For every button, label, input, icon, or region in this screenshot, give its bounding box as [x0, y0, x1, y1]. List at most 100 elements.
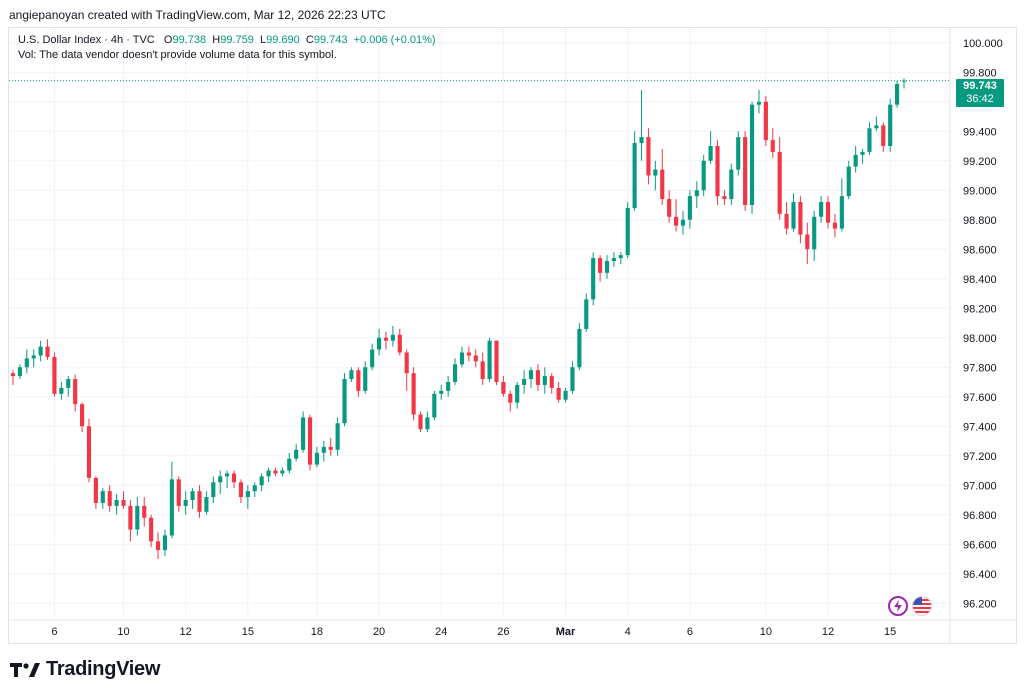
- candle-down: [107, 491, 112, 506]
- candle-up: [294, 449, 299, 459]
- y-axis: 100.00099.80099.60099.40099.20099.00098.…: [963, 38, 1003, 611]
- candle-up: [853, 154, 858, 167]
- last-price-badge: 99.743 36:42: [956, 79, 1004, 107]
- candle-up: [819, 202, 824, 217]
- candle-down: [473, 355, 478, 362]
- candle-down: [501, 382, 506, 394]
- open-value: 99.738: [172, 34, 207, 46]
- x-tick-label: 12: [180, 626, 192, 638]
- candle-up: [639, 137, 644, 144]
- candle-up: [756, 101, 762, 105]
- candle-up: [245, 491, 250, 498]
- y-tick-label: 99.200: [963, 156, 997, 168]
- candle-up: [321, 446, 326, 453]
- y-tick-label: 97.200: [963, 451, 997, 463]
- candle-down: [79, 404, 85, 427]
- y-tick-label: 97.400: [963, 421, 997, 433]
- candle-up: [342, 379, 347, 424]
- candle-up: [515, 384, 520, 403]
- x-tick-label: 15: [242, 626, 254, 638]
- candle-down: [404, 352, 409, 374]
- candle-up: [687, 196, 692, 220]
- candle-up: [432, 393, 437, 418]
- candle-down: [784, 213, 789, 229]
- candle-down: [798, 202, 803, 235]
- tradingview-logo[interactable]: TradingView: [10, 658, 160, 681]
- candle-up: [425, 417, 430, 430]
- candle-up: [653, 169, 658, 176]
- high-value: 99.759: [220, 34, 254, 46]
- candle-down: [881, 125, 886, 146]
- us-flag-icon[interactable]: [912, 596, 932, 616]
- brand-name: TradingView: [46, 658, 161, 680]
- candle-up: [680, 219, 686, 226]
- candle-up: [791, 202, 796, 229]
- candle-up: [17, 367, 22, 377]
- candle-up: [135, 505, 140, 530]
- candle-up: [363, 367, 368, 391]
- open-label: O: [163, 34, 173, 46]
- candle-down: [770, 140, 775, 152]
- candle-down: [52, 356, 57, 394]
- candle-up: [459, 352, 465, 365]
- x-tick-label: 6: [51, 626, 57, 638]
- y-tick-label: 98.000: [963, 333, 997, 345]
- candle-up: [314, 452, 319, 465]
- bolt-icon[interactable]: [888, 596, 908, 616]
- candle-down: [660, 169, 665, 200]
- candle-down: [155, 541, 161, 551]
- candle-down: [743, 137, 748, 205]
- y-tick-label: 96.400: [963, 569, 997, 581]
- candle-down: [722, 196, 727, 200]
- candle-up: [895, 84, 900, 105]
- candle-up: [301, 417, 306, 450]
- grid-lines: [9, 28, 1016, 643]
- candle-down: [307, 417, 313, 465]
- candle-up: [439, 390, 444, 394]
- y-tick-label: 98.800: [963, 215, 997, 227]
- x-tick-label: 10: [117, 626, 129, 638]
- candle-up: [38, 346, 43, 356]
- candle-up: [708, 146, 713, 161]
- candle-down: [535, 370, 541, 385]
- y-tick-label: 96.200: [963, 598, 997, 610]
- candle-down: [238, 482, 244, 498]
- x-tick-label: 26: [497, 626, 509, 638]
- candle-up: [694, 190, 699, 197]
- candle-up: [24, 358, 29, 368]
- candle-down: [93, 477, 98, 503]
- symbol-name: U.S. Dollar Index · 4h · TVC: [18, 34, 155, 46]
- x-tick-label: 20: [373, 626, 385, 638]
- candle-up: [618, 255, 623, 259]
- candle-up: [204, 497, 209, 512]
- candle-up: [190, 491, 195, 500]
- candle-down: [494, 340, 499, 382]
- candle-down: [328, 446, 333, 450]
- candle-up: [370, 349, 375, 368]
- candle-down: [121, 500, 126, 506]
- candle-up: [259, 476, 264, 486]
- candle-down: [418, 414, 423, 430]
- candle-down: [411, 373, 416, 415]
- candle-down: [356, 370, 361, 391]
- y-tick-label: 97.600: [963, 392, 997, 404]
- candle-down: [832, 222, 838, 229]
- candle-up: [874, 125, 879, 129]
- candle-up: [611, 258, 616, 262]
- candle-up: [376, 337, 382, 350]
- candle-down: [763, 101, 768, 141]
- y-tick-label: 97.000: [963, 480, 997, 492]
- candle-up: [812, 216, 817, 250]
- bottom-right-icons: [888, 596, 932, 616]
- candle-up: [211, 482, 216, 498]
- candle-up: [162, 535, 168, 551]
- x-tick-label: 18: [311, 626, 323, 638]
- candle-down: [549, 376, 554, 388]
- high-label: H: [212, 34, 221, 46]
- y-tick-label: 99.400: [963, 126, 997, 138]
- candle-down: [805, 234, 810, 250]
- x-tick-label: 15: [884, 626, 896, 638]
- change-value: +0.006 (+0.01%): [353, 34, 436, 46]
- candle-down: [397, 334, 402, 353]
